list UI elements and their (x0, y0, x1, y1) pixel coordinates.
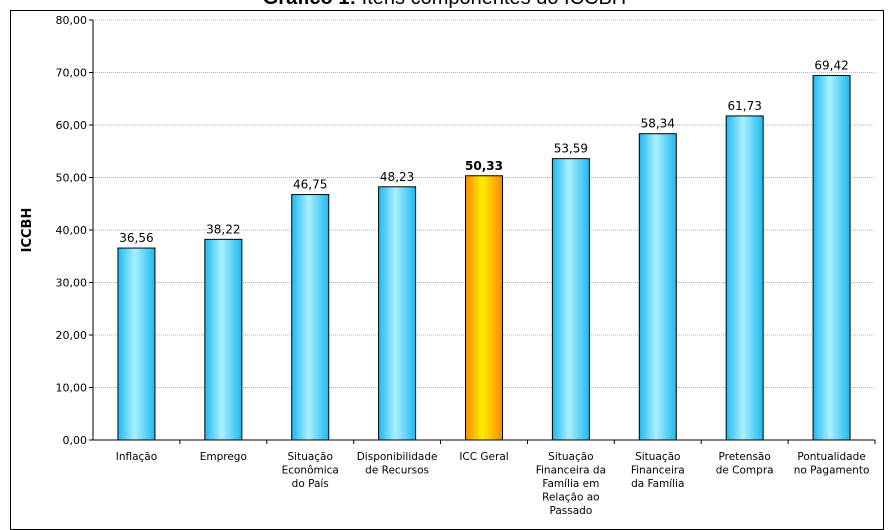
chart-title: Gráfico 1: Itens componentes do ICCBH (0, 0, 889, 10)
data-label: 69,42 (814, 59, 848, 73)
x-category-line: no Pagamento (794, 465, 870, 477)
data-label: 53,59 (554, 142, 588, 156)
data-label: 38,22 (206, 222, 240, 236)
y-tick-label: 10,00 (56, 382, 88, 395)
y-tick-label: 80,00 (56, 14, 88, 27)
x-category-label: Pretensão de Compra (716, 451, 774, 477)
bar (725, 115, 764, 441)
data-label: 61,73 (727, 99, 761, 113)
bar (378, 186, 417, 441)
x-category-label: Inflação (116, 451, 157, 463)
x-category-label: Situação Econômica do País (282, 451, 339, 490)
x-category-label: Disponibilidade de Recursos (357, 451, 438, 477)
x-category-line: Inflação (116, 451, 157, 463)
x-category-label: Pontualidade no Pagamento (794, 451, 870, 477)
x-axis-categories: Inflação Emprego Situação Econômica do País D… (116, 440, 876, 517)
data-label: 48,23 (380, 170, 414, 184)
x-category-line: do País (292, 478, 329, 490)
y-tick-label: 40,00 (56, 224, 88, 237)
x-category-line: Situação (548, 451, 593, 463)
x-category-line: Família em (542, 478, 599, 490)
x-category-label: Situação Financeira da Família em Relação a… (536, 451, 606, 517)
bar (638, 133, 677, 441)
x-category-line: Econômica (282, 465, 339, 477)
x-category-line: Relação ao (542, 492, 599, 504)
y-tick-label: 50,00 (56, 172, 88, 185)
x-category-line: de Recursos (365, 465, 429, 477)
bar (204, 238, 243, 441)
bar (117, 247, 156, 441)
data-label: 36,56 (119, 231, 153, 245)
y-axis-label: ICCBH (20, 208, 35, 253)
x-category-line: Passado (550, 505, 593, 517)
data-labels: 36,56 38,22 46,75 48,23 50,33 53,59 58,34 61,73… (119, 59, 848, 246)
x-category-line: ICC Geral (459, 451, 508, 463)
x-category-line: Emprego (200, 451, 247, 463)
y-axis-ticks: 0,00 10,00 20,00 30,00 40,00 50,00 60,00 70,00 8… (56, 14, 93, 447)
chart-title-rest: Itens componentes do ICCBH (356, 0, 627, 9)
x-category-line: Pretensão (719, 451, 771, 463)
data-label: 50,33 (465, 159, 503, 173)
chart-title-bold: Gráfico 1: (263, 0, 356, 9)
data-label: 58,34 (641, 117, 675, 131)
x-category-label: Emprego (200, 451, 247, 463)
bar (291, 194, 330, 441)
y-tick-label: 0,00 (63, 434, 88, 447)
y-tick-label: 70,00 (56, 67, 88, 80)
x-category-line: Pontualidade (797, 451, 865, 463)
x-category-line: da Família (631, 478, 684, 490)
x-category-label: Situação Financeira da Família (631, 451, 685, 490)
x-category-line: Financeira (631, 465, 685, 477)
bars (117, 75, 851, 441)
x-category-line: Disponibilidade (357, 451, 438, 463)
bar (812, 75, 851, 441)
x-category-line: de Compra (716, 465, 774, 477)
bar-highlight (465, 175, 503, 441)
x-category-label: ICC Geral (459, 451, 508, 463)
x-category-line: Financeira da (536, 465, 606, 477)
bar (551, 158, 590, 441)
y-tick-label: 60,00 (56, 119, 88, 132)
x-category-line: Situação (288, 451, 333, 463)
y-tick-label: 20,00 (56, 329, 88, 342)
x-category-line: Situação (635, 451, 680, 463)
y-tick-label: 30,00 (56, 277, 88, 290)
data-label: 46,75 (293, 178, 327, 192)
